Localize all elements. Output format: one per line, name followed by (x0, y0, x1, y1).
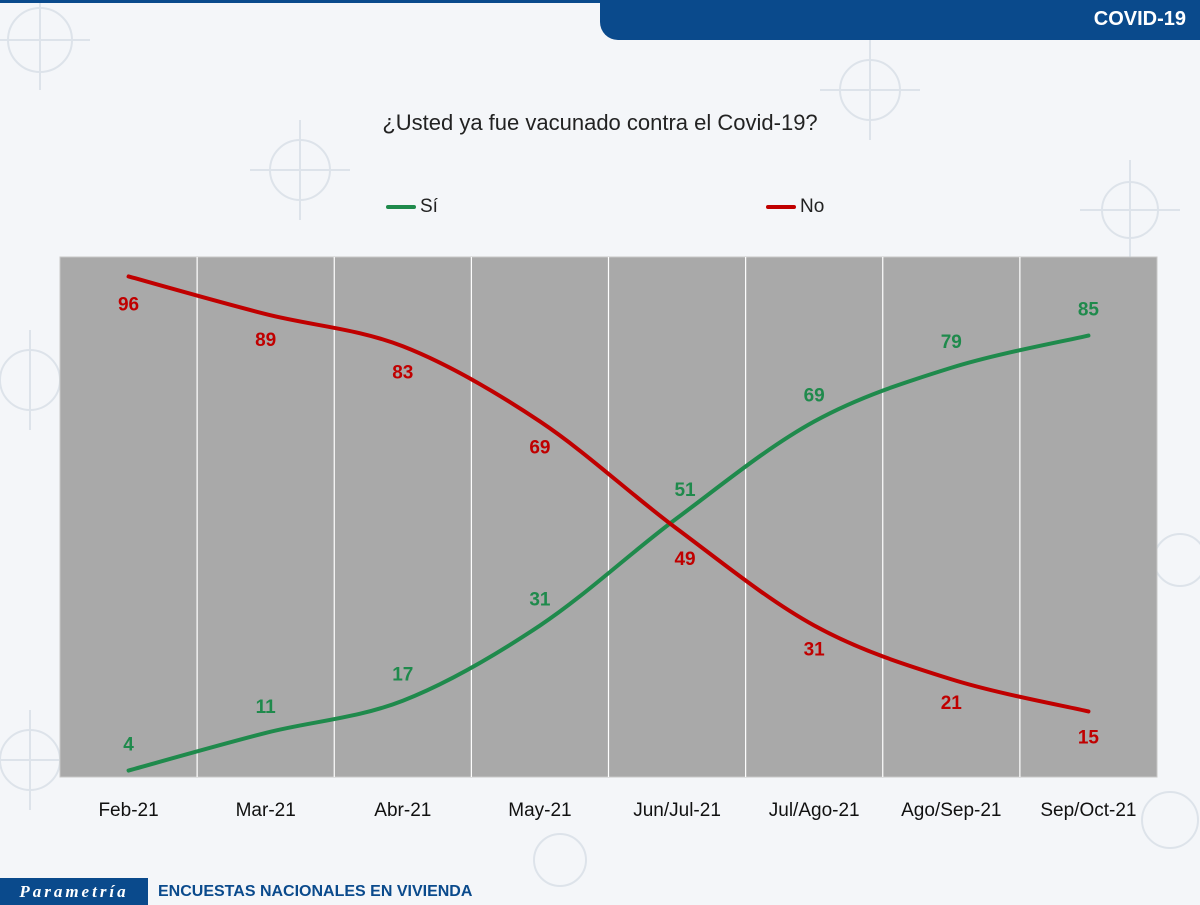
parametria-logo: Parametría (0, 878, 148, 905)
data-label-no: 31 (804, 640, 826, 661)
data-label-no: 49 (674, 549, 695, 570)
x-tick-label: Feb-21 (98, 800, 158, 821)
data-label-si: 4 (123, 735, 134, 756)
legend-swatch-no (766, 205, 796, 209)
legend-item-no: No (766, 196, 824, 218)
data-label-si: 31 (529, 590, 551, 611)
x-tick-label: Mar-21 (236, 800, 296, 821)
x-tick-label: Sep/Oct-21 (1040, 800, 1136, 821)
x-tick-label: Jun/Jul-21 (633, 800, 721, 821)
legend-label-si: Sí (420, 196, 438, 217)
data-label-si: 51 (674, 480, 696, 501)
data-label-no: 21 (941, 693, 963, 714)
legend-item-si: Sí (386, 196, 438, 218)
x-tick-label: Ago/Sep-21 (901, 800, 1001, 821)
top-rule (0, 0, 600, 3)
data-label-no: 89 (255, 330, 276, 351)
series-line-si (126, 333, 1091, 773)
chart-title: ¿Usted ya fue vacunado contra el Covid-1… (382, 110, 818, 135)
data-label-no: 69 (529, 437, 550, 458)
data-label-si: 79 (941, 332, 962, 353)
x-tick-label: Abr-21 (374, 800, 431, 821)
legend-label-no: No (800, 196, 825, 217)
data-label-no: 15 (1078, 727, 1100, 748)
header-band: COVID-19 (600, 0, 1200, 40)
x-tick-label: Jul/Ago-21 (769, 800, 860, 821)
data-label-no: 96 (118, 294, 139, 315)
x-tick-label: May-21 (508, 800, 571, 821)
data-label-si: 17 (392, 665, 413, 686)
legend-swatch-si (386, 205, 416, 209)
series-line-no (126, 274, 1091, 714)
topic-label: COVID-19 (1093, 8, 1186, 30)
survey-label: ENCUESTAS NACIONALES EN VIVIENDA (158, 883, 473, 900)
data-label-no: 83 (392, 362, 413, 383)
data-label-si: 85 (1078, 300, 1100, 321)
data-label-si: 69 (804, 385, 825, 406)
data-label-si: 11 (256, 697, 277, 718)
